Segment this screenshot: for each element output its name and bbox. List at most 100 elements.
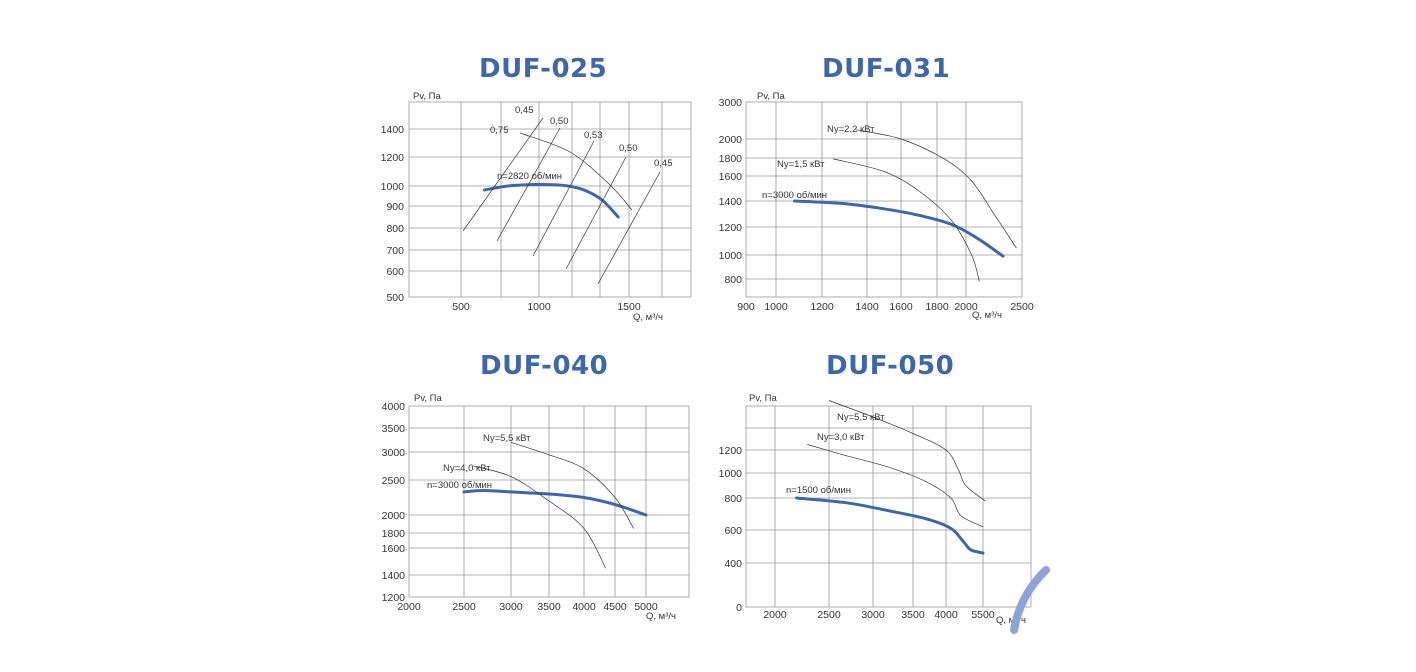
x-tick-label: 1600 (889, 301, 913, 313)
efficiency-curve (519, 132, 633, 211)
y-tick-label: 800 (724, 493, 742, 505)
x-tick-label: 3000 (861, 609, 885, 621)
curve-annotation: n=2820 об/мин (497, 171, 562, 182)
x-tick-label: 900 (737, 301, 755, 313)
y-tick-label: 1400 (382, 570, 406, 582)
y-tick-label: 500 (386, 292, 404, 304)
power-curve (473, 465, 607, 569)
curve-annotation: n=3000 об/мин (427, 480, 492, 491)
y-tick-label: 1600 (719, 171, 743, 183)
efficiency-label: 0,50 (550, 116, 569, 127)
efficiency-line (496, 127, 561, 242)
y-tick-label: 3000 (719, 97, 743, 109)
efficiency-label: 0,75 (490, 125, 509, 136)
chart-title-duf031: DUF-031 (822, 54, 951, 84)
y-tick-label: 2000 (382, 510, 406, 522)
x-tick-label: 5000 (634, 601, 658, 613)
x-tick-label: 1000 (527, 301, 551, 313)
decorative-arc (1010, 566, 1050, 634)
x-tick-label: 1200 (810, 301, 834, 313)
y-tick-label: 0 (736, 602, 742, 614)
chart-title-duf050: DUF-050 (826, 351, 955, 381)
chart-duf031: 900 1000 1200 1400 1600 1800 2000 2500 800 1000 12… (719, 91, 1034, 321)
x-tick-label: 1000 (764, 301, 788, 313)
plot-frame (408, 101, 692, 298)
y-tick-label: 1200 (719, 222, 743, 234)
speed-curve (795, 496, 985, 555)
y-axis-label: Pv, Па (757, 91, 785, 102)
power-curve (828, 400, 986, 502)
curve-annotation: Ny=4,0 кВт (443, 463, 491, 474)
y-tick-label: 1000 (381, 181, 405, 193)
x-axis-label: Q, м³/ч (646, 611, 676, 622)
y-axis-label: Pv, Па (414, 393, 442, 404)
y-tick-label: 1400 (381, 124, 405, 136)
y-tick-label: 400 (724, 558, 742, 570)
y-tick-label: 1200 (382, 592, 406, 604)
y-tick-label: 1400 (719, 196, 743, 208)
efficiency-line (532, 140, 595, 257)
x-tick-label: 1800 (925, 301, 949, 313)
power-curve (855, 129, 1017, 249)
y-tick-label: 1200 (719, 445, 743, 457)
y-tick-label: 1200 (381, 152, 405, 164)
power-curve (833, 158, 980, 282)
y-tick-label: 1000 (719, 468, 743, 480)
efficiency-line (597, 171, 661, 285)
y-tick-label: 1800 (719, 153, 743, 165)
x-tick-label: 5500 (971, 609, 995, 621)
chart-duf040: 2000 2500 3000 3500 4000 4500 5000 1200 1400 1600… (382, 393, 690, 622)
efficiency-label: 0,45 (654, 158, 673, 169)
chart-title-duf040: DUF-040 (480, 351, 609, 381)
y-tick-label: 1600 (382, 543, 406, 555)
y-axis-label: Pv, Па (413, 91, 441, 102)
y-axis-label: Pv, Па (749, 393, 777, 404)
efficiency-line (565, 156, 627, 270)
y-tick-label: 600 (386, 266, 404, 278)
x-tick-label: 4000 (572, 601, 596, 613)
x-tick-label: 4000 (934, 609, 958, 621)
x-tick-label: 2500 (817, 609, 841, 621)
x-tick-label: 3000 (499, 601, 523, 613)
plot-frame (745, 405, 1032, 608)
efficiency-label: 0,53 (584, 130, 603, 141)
x-tick-label: 2000 (397, 601, 421, 613)
x-tick-label: 2000 (763, 609, 787, 621)
y-tick-label: 900 (386, 201, 404, 213)
efficiency-line (462, 117, 544, 232)
power-curve (807, 444, 984, 528)
x-tick-label: 1400 (855, 301, 879, 313)
curve-annotation: Ny=3,0 кВт (817, 432, 865, 443)
x-tick-label: 3500 (901, 609, 925, 621)
y-tick-label: 600 (724, 525, 742, 537)
y-tick-label: 3000 (382, 447, 406, 459)
curve-annotation: Ny=2,2 кВт (827, 124, 875, 135)
y-tick-label: 700 (386, 245, 404, 257)
y-tick-label: 800 (386, 223, 404, 235)
plot-frame (745, 101, 1023, 298)
efficiency-label: 0,45 (515, 105, 534, 116)
y-tick-label: 3500 (382, 423, 406, 435)
x-axis-label: Q, м³/ч (972, 310, 1002, 321)
curve-annotation: Ny=5,5 кВт (483, 433, 531, 444)
x-tick-label: 4500 (603, 601, 627, 613)
y-tick-label: 1000 (719, 250, 743, 262)
curve-annotation: Ny=1,5 кВт (777, 159, 825, 170)
x-tick-label: 3500 (537, 601, 561, 613)
chart-title-duf025: DUF-025 (479, 54, 608, 84)
x-axis-label: Q, м³/ч (633, 312, 663, 323)
speed-curve (462, 488, 648, 517)
y-tick-label: 1800 (382, 528, 406, 540)
y-tick-label: 2000 (719, 134, 743, 146)
chart-duf025: 500 1000 1500 500 600 700 800 900 1000 1200 1400 Pv… (381, 91, 692, 323)
chart-duf050: 2000 2500 3000 3500 4000 5500 0 400 600 800 1000 12… (719, 393, 1032, 626)
power-curve (510, 442, 634, 529)
x-axis-label: Q, м³/ч (996, 615, 1026, 626)
x-tick-label: 2500 (452, 601, 476, 613)
x-tick-label: 500 (452, 301, 470, 313)
curve-annotation: n=3000 об/мин (762, 190, 827, 201)
speed-curve (792, 199, 1005, 258)
y-tick-label: 800 (724, 274, 742, 286)
x-tick-label: 2000 (954, 301, 978, 313)
